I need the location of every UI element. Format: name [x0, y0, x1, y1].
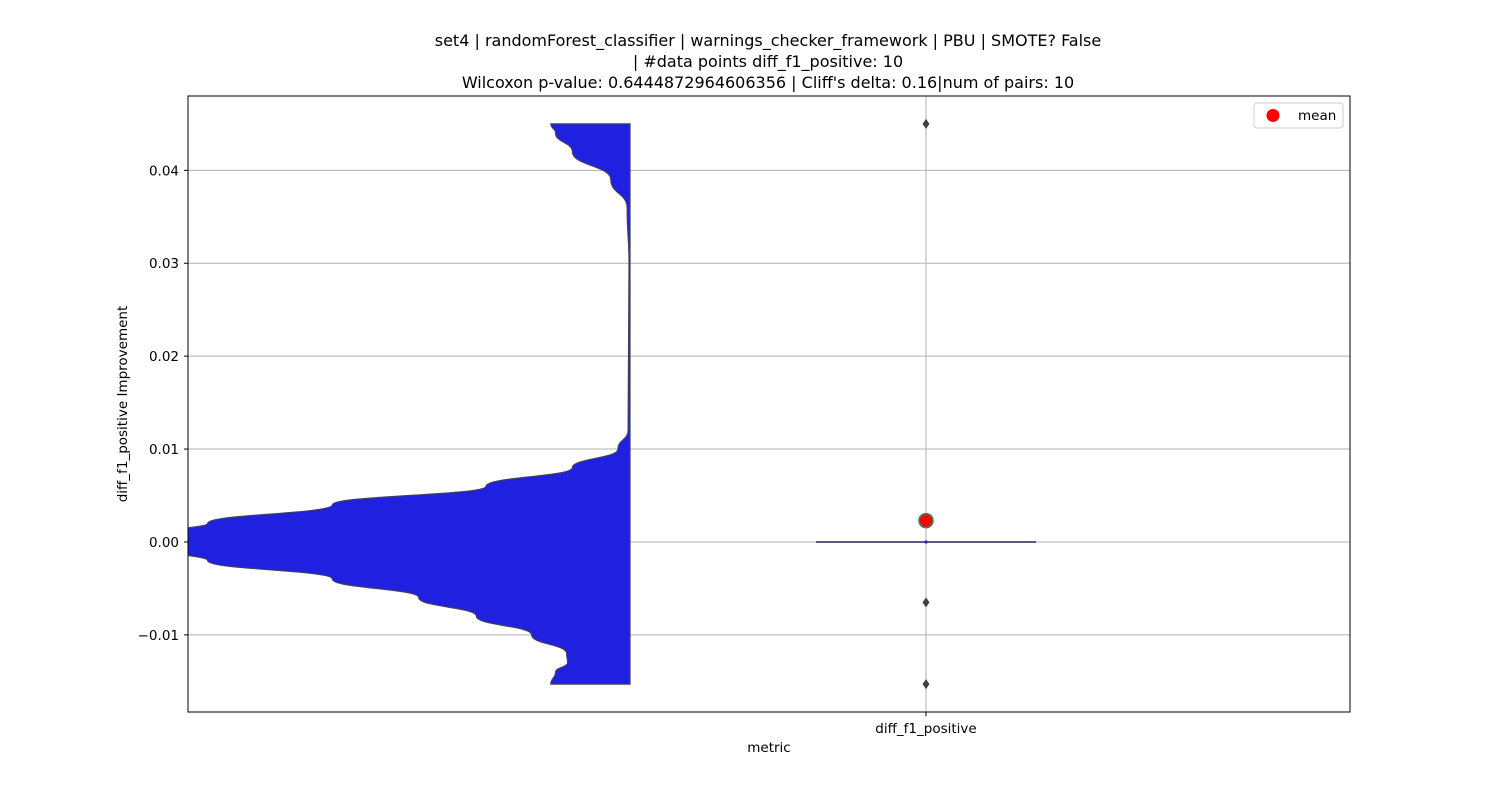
- y-tick-label: −0.01: [138, 628, 179, 644]
- legend-mean-marker: [1266, 109, 1280, 122]
- y-tick-label: 0.04: [149, 163, 179, 179]
- title-line-3: Wilcoxon p-value: 0.6444872964606356 | C…: [462, 73, 1074, 92]
- title-line-2: | #data points diff_f1_positive: 10: [633, 52, 903, 72]
- y-tick-label: 0.02: [149, 349, 179, 365]
- axis-ticks: −0.01 0.00 0.01 0.02 0.03 0.04 diff_f1_positiv…: [138, 163, 977, 737]
- mean-marker: [918, 512, 934, 529]
- box-layer: [816, 118, 1036, 690]
- legend-frame: [1253, 102, 1344, 129]
- plot-area-frame: [187, 95, 1351, 713]
- y-tick-label: 0.00: [149, 535, 179, 551]
- outlier-point: [922, 118, 930, 129]
- violin-body: [188, 123, 631, 685]
- y-tick-label: 0.03: [149, 256, 179, 272]
- y-axis-label: diff_f1_positive Improvement: [115, 306, 131, 503]
- title-line-1: set4 | randomForest_classifier | warning…: [435, 31, 1101, 51]
- legend: mean: [1253, 102, 1344, 129]
- violin-layer: [188, 123, 631, 685]
- x-axis-label: metric: [747, 740, 790, 756]
- outlier-point: [922, 679, 930, 690]
- chart-title: set4 | randomForest_classifier | warning…: [435, 31, 1101, 92]
- outlier-point: [922, 597, 930, 608]
- legend-entry-mean: mean: [1298, 108, 1336, 124]
- box-center-point: [924, 540, 928, 544]
- x-tick-label: diff_f1_positive: [875, 721, 976, 737]
- grid-lines: [188, 96, 1350, 712]
- y-tick-label: 0.01: [149, 442, 179, 458]
